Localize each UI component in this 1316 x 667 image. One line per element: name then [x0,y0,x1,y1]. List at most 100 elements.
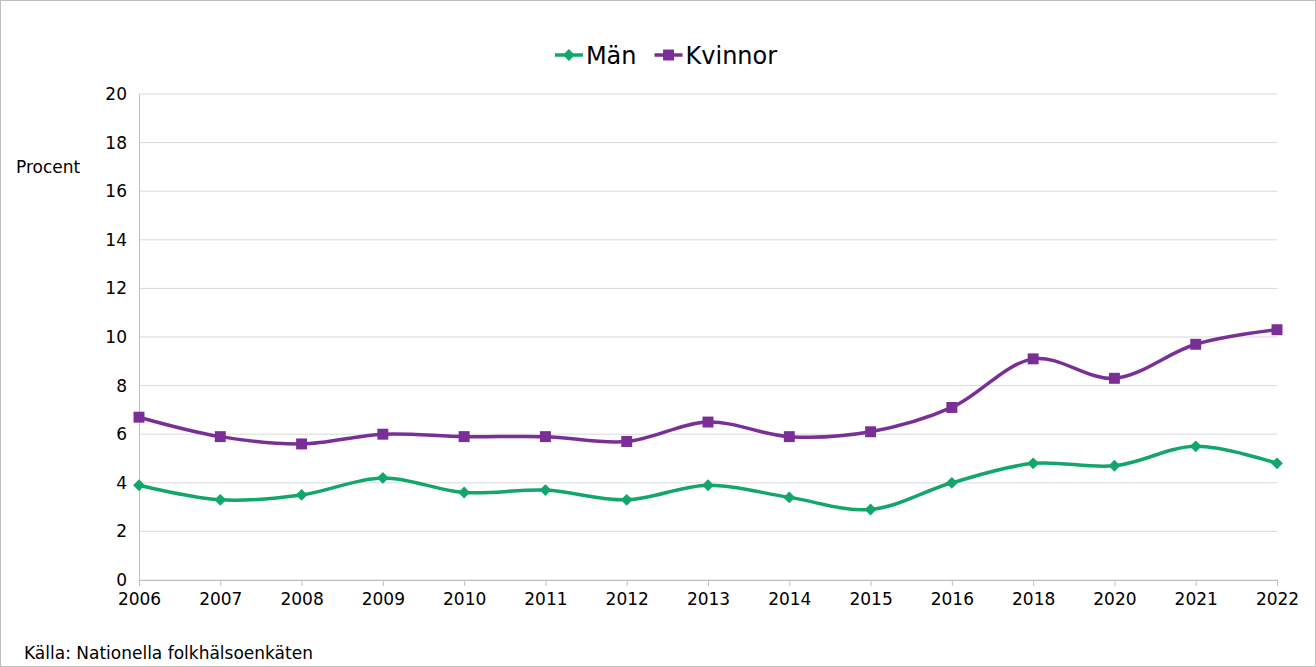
x-tick-mark [952,580,953,586]
series-marker [946,477,958,489]
y-tick: 2 [116,521,139,541]
x-tick-label: 2006 [118,589,161,609]
series-marker [296,489,308,501]
y-axis: 0 2 4 6 8 10 12 14 16 18 20 [105,84,139,590]
x-tick: 2013 [687,580,730,609]
chart: 0 2 4 6 8 10 12 14 16 18 20 2006 2007 2008 2009 2010 201… [0,0,1316,667]
series-marker [540,431,551,442]
legend-item: Män [555,42,637,70]
series-marker [134,412,145,423]
x-tick-mark [220,580,221,586]
y-tick: 14 [105,230,139,250]
x-tick-label: 2021 [1175,589,1218,609]
x-tick-label: 2007 [199,589,242,609]
y-tick: 10 [105,327,139,347]
grid [139,94,1277,580]
series-marker [1272,324,1283,335]
x-tick: 2022 [1256,580,1299,609]
y-tick: 18 [105,133,139,153]
x-tick-mark [1196,580,1197,586]
legend-marker [663,50,674,61]
series-marker [1109,460,1121,472]
x-tick: 2007 [199,580,242,609]
y-tick: 20 [105,84,139,104]
grid-line [139,142,1277,143]
x-axis: 2006200720082009201020112012201320142015… [118,580,1299,609]
grid-line [139,288,1277,289]
grid-line [139,191,1277,192]
series-marker [1190,440,1202,452]
series-marker [214,494,226,506]
x-tick-mark [871,580,872,586]
y-tick: 12 [105,278,139,298]
x-tick-label: 2013 [687,589,730,609]
legend-label: Män [586,42,637,70]
grid-line [139,337,1277,338]
x-tick-mark [139,580,140,586]
x-tick: 2015 [849,580,892,609]
legend-item: Kvinnor [655,42,778,70]
y-tick-label: 0 [116,570,127,590]
series-marker [946,402,957,413]
y-tick: 8 [116,376,139,396]
series-marker [783,491,795,503]
y-tick-label: 14 [105,230,127,250]
y-axis-title: Procent [16,157,81,177]
x-tick-mark [383,580,384,586]
x-tick-mark [627,580,628,586]
y-tick-label: 12 [105,278,127,298]
series-marker [540,484,552,496]
series-marker [296,438,307,449]
y-tick-label: 6 [116,424,127,444]
x-tick-mark [1033,580,1034,586]
x-tick-label: 2018 [1012,589,1055,609]
y-axis-line [139,95,140,581]
x-tick-label: 2008 [280,589,323,609]
series-marker [458,487,470,499]
y-tick-label: 4 [116,473,127,493]
legend-label: Kvinnor [686,42,778,70]
x-tick: 2011 [524,580,567,609]
grid-line [139,531,1277,532]
y-tick: 6 [116,424,139,444]
series-marker [133,479,145,491]
x-tick: 2021 [1175,580,1218,609]
series-marker [784,431,795,442]
x-tick-mark [1114,580,1115,586]
plot-area [133,324,1283,515]
x-tick-label: 2009 [362,589,405,609]
x-tick: 2008 [280,580,323,609]
grid-line [139,94,1277,95]
series-marker [377,472,389,484]
x-tick: 2012 [606,580,649,609]
series-marker [621,494,633,506]
y-tick-label: 10 [105,327,127,347]
x-tick: 2010 [443,580,486,609]
series-marker [1028,353,1039,364]
y-tick-label: 2 [116,521,127,541]
series-marker [865,426,876,437]
x-tick-label: 2011 [524,589,567,609]
y-tick-label: 18 [105,133,127,153]
series-marker [1190,339,1201,350]
y-tick-label: 16 [105,181,127,201]
source-note: Källa: Nationella folkhälsoenkäten [24,643,313,663]
legend: Män Kvinnor [555,42,777,70]
x-tick: 2006 [118,580,161,609]
series-marker [459,431,470,442]
series-marker [1271,457,1283,469]
legend-marker [563,49,575,61]
series-marker [377,429,388,440]
x-tick: 2018 [1012,580,1055,609]
grid-line [139,434,1277,435]
series-marker [621,436,632,447]
x-tick: 2020 [1093,580,1136,609]
x-tick-mark [789,580,790,586]
x-tick: 2009 [362,580,405,609]
x-tick-mark [302,580,303,586]
x-tick-mark [708,580,709,586]
x-tick-label: 2015 [849,589,892,609]
grid-line [139,239,1277,240]
y-tick: 0 [116,570,139,590]
series-marker [215,431,226,442]
